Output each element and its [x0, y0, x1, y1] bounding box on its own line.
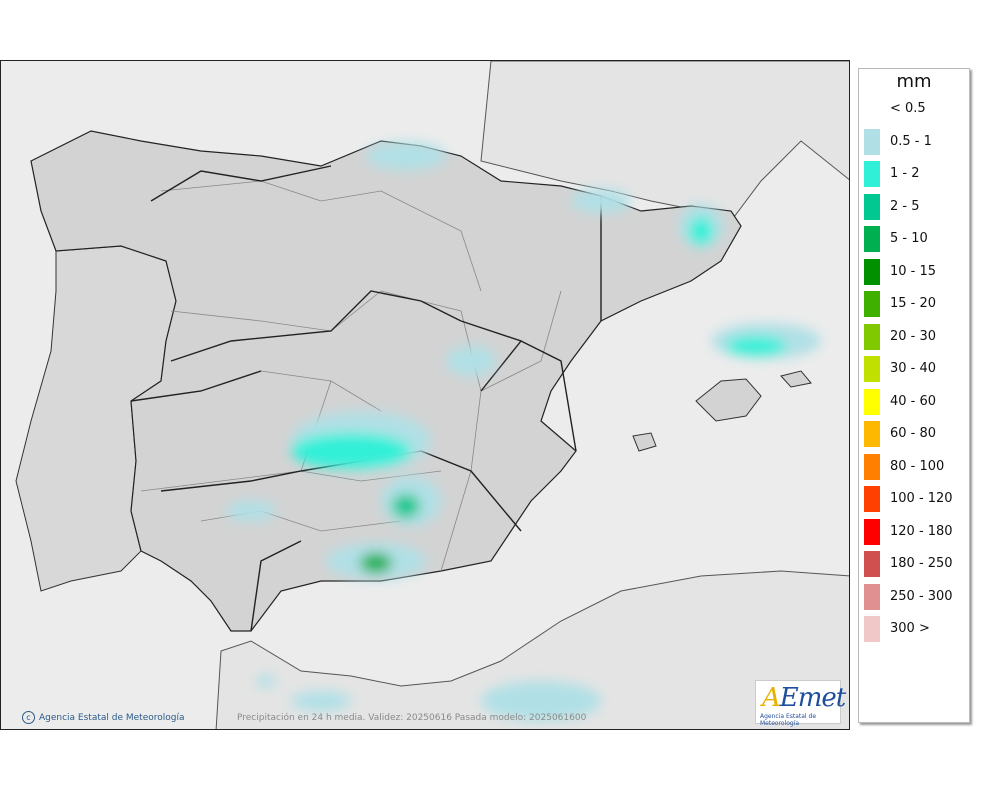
legend-item: 40 - 60: [859, 388, 969, 415]
legend-label: 120 - 180: [890, 523, 953, 539]
legend-item: 5 - 10: [859, 226, 969, 252]
legend-swatch: [864, 551, 880, 577]
legend-item: 30 - 40: [859, 356, 969, 382]
legend-swatch: [864, 421, 880, 447]
ibiza-island: [632, 432, 657, 452]
logo-subtitle: Agencia Estatal de Meteorología: [760, 713, 817, 727]
africa-land: [215, 570, 849, 729]
legend-swatch: [864, 258, 880, 285]
legend-swatch: [864, 518, 880, 545]
legend-label: 30 - 40: [890, 361, 937, 376]
precipitation-areas: [226, 142, 821, 721]
legend-swatch: [864, 193, 880, 220]
legend-item: 20 - 30: [859, 323, 969, 350]
precipitation-map: [0, 60, 850, 730]
legend-item: 120 - 180: [859, 518, 969, 545]
legend-item: 2 - 5: [859, 193, 969, 220]
legend-item: 0.5 - 1: [859, 128, 969, 155]
map-canvas: [1, 61, 849, 729]
legend-swatch: [864, 388, 880, 415]
legend-item: 80 - 100: [859, 453, 969, 480]
legend-swatch: [864, 161, 880, 187]
legend-label: 1 - 2: [890, 166, 920, 181]
legend-label: 10 - 15: [890, 263, 937, 279]
precipitation-legend: mm < 0.5 0.5 - 1 1 - 2 2 - 5 5 - 10 10 - 15 15…: [858, 68, 970, 723]
legend-label: 2 - 5: [890, 198, 920, 214]
legend-label: 100 - 120: [890, 491, 953, 506]
legend-label: 60 - 80: [890, 426, 937, 441]
menorca-island: [780, 370, 812, 388]
legend-swatch: [864, 291, 880, 317]
legend-item: < 0.5: [859, 96, 969, 122]
legend-label: 5 - 10: [890, 231, 928, 246]
legend-item: 10 - 15: [859, 258, 969, 285]
legend-label: 15 - 20: [890, 296, 937, 311]
legend-swatch: [864, 226, 880, 252]
legend-unit: mm: [896, 71, 932, 92]
aemet-logo: AEmet Agencia Estatal de Meteorología: [755, 680, 846, 727]
legend-swatch: [864, 356, 880, 382]
legend-label: 80 - 100: [890, 458, 945, 474]
logo-wordmark: AEmet: [762, 683, 846, 713]
mallorca-island: [695, 378, 762, 422]
legend-swatch: [864, 616, 880, 642]
agency-credit: c Agencia Estatal de Meteorología: [22, 711, 185, 724]
map-caption: Precipitación en 24 h media. Validez: 20…: [237, 713, 587, 723]
legend-label: 40 - 60: [890, 393, 937, 409]
legend-swatch: [864, 128, 880, 155]
legend-swatch: [864, 583, 880, 610]
legend-label: < 0.5: [890, 101, 926, 116]
legend-swatch: [864, 453, 880, 480]
legend-item: 180 - 250: [859, 551, 969, 577]
legend-item: 15 - 20: [859, 291, 969, 317]
legend-swatch: [864, 486, 880, 512]
legend-item: 250 - 300: [859, 583, 969, 610]
legend-item: 100 - 120: [859, 486, 969, 512]
legend-label: 0.5 - 1: [890, 133, 932, 149]
legend-swatch: [864, 323, 880, 350]
legend-swatch: [864, 96, 880, 122]
legend-label: 20 - 30: [890, 328, 937, 344]
agency-name: Agencia Estatal de Meteorología: [39, 712, 185, 723]
legend-label: 300 >: [890, 621, 930, 636]
legend-label: 180 - 250: [890, 556, 953, 571]
autonomy-borders: [130, 165, 602, 632]
legend-label: 250 - 300: [890, 588, 953, 604]
legend-item: 1 - 2: [859, 161, 969, 187]
legend-item: 300 >: [859, 616, 969, 642]
legend-item: 60 - 80: [859, 421, 969, 447]
copyright-icon: c: [22, 711, 35, 724]
